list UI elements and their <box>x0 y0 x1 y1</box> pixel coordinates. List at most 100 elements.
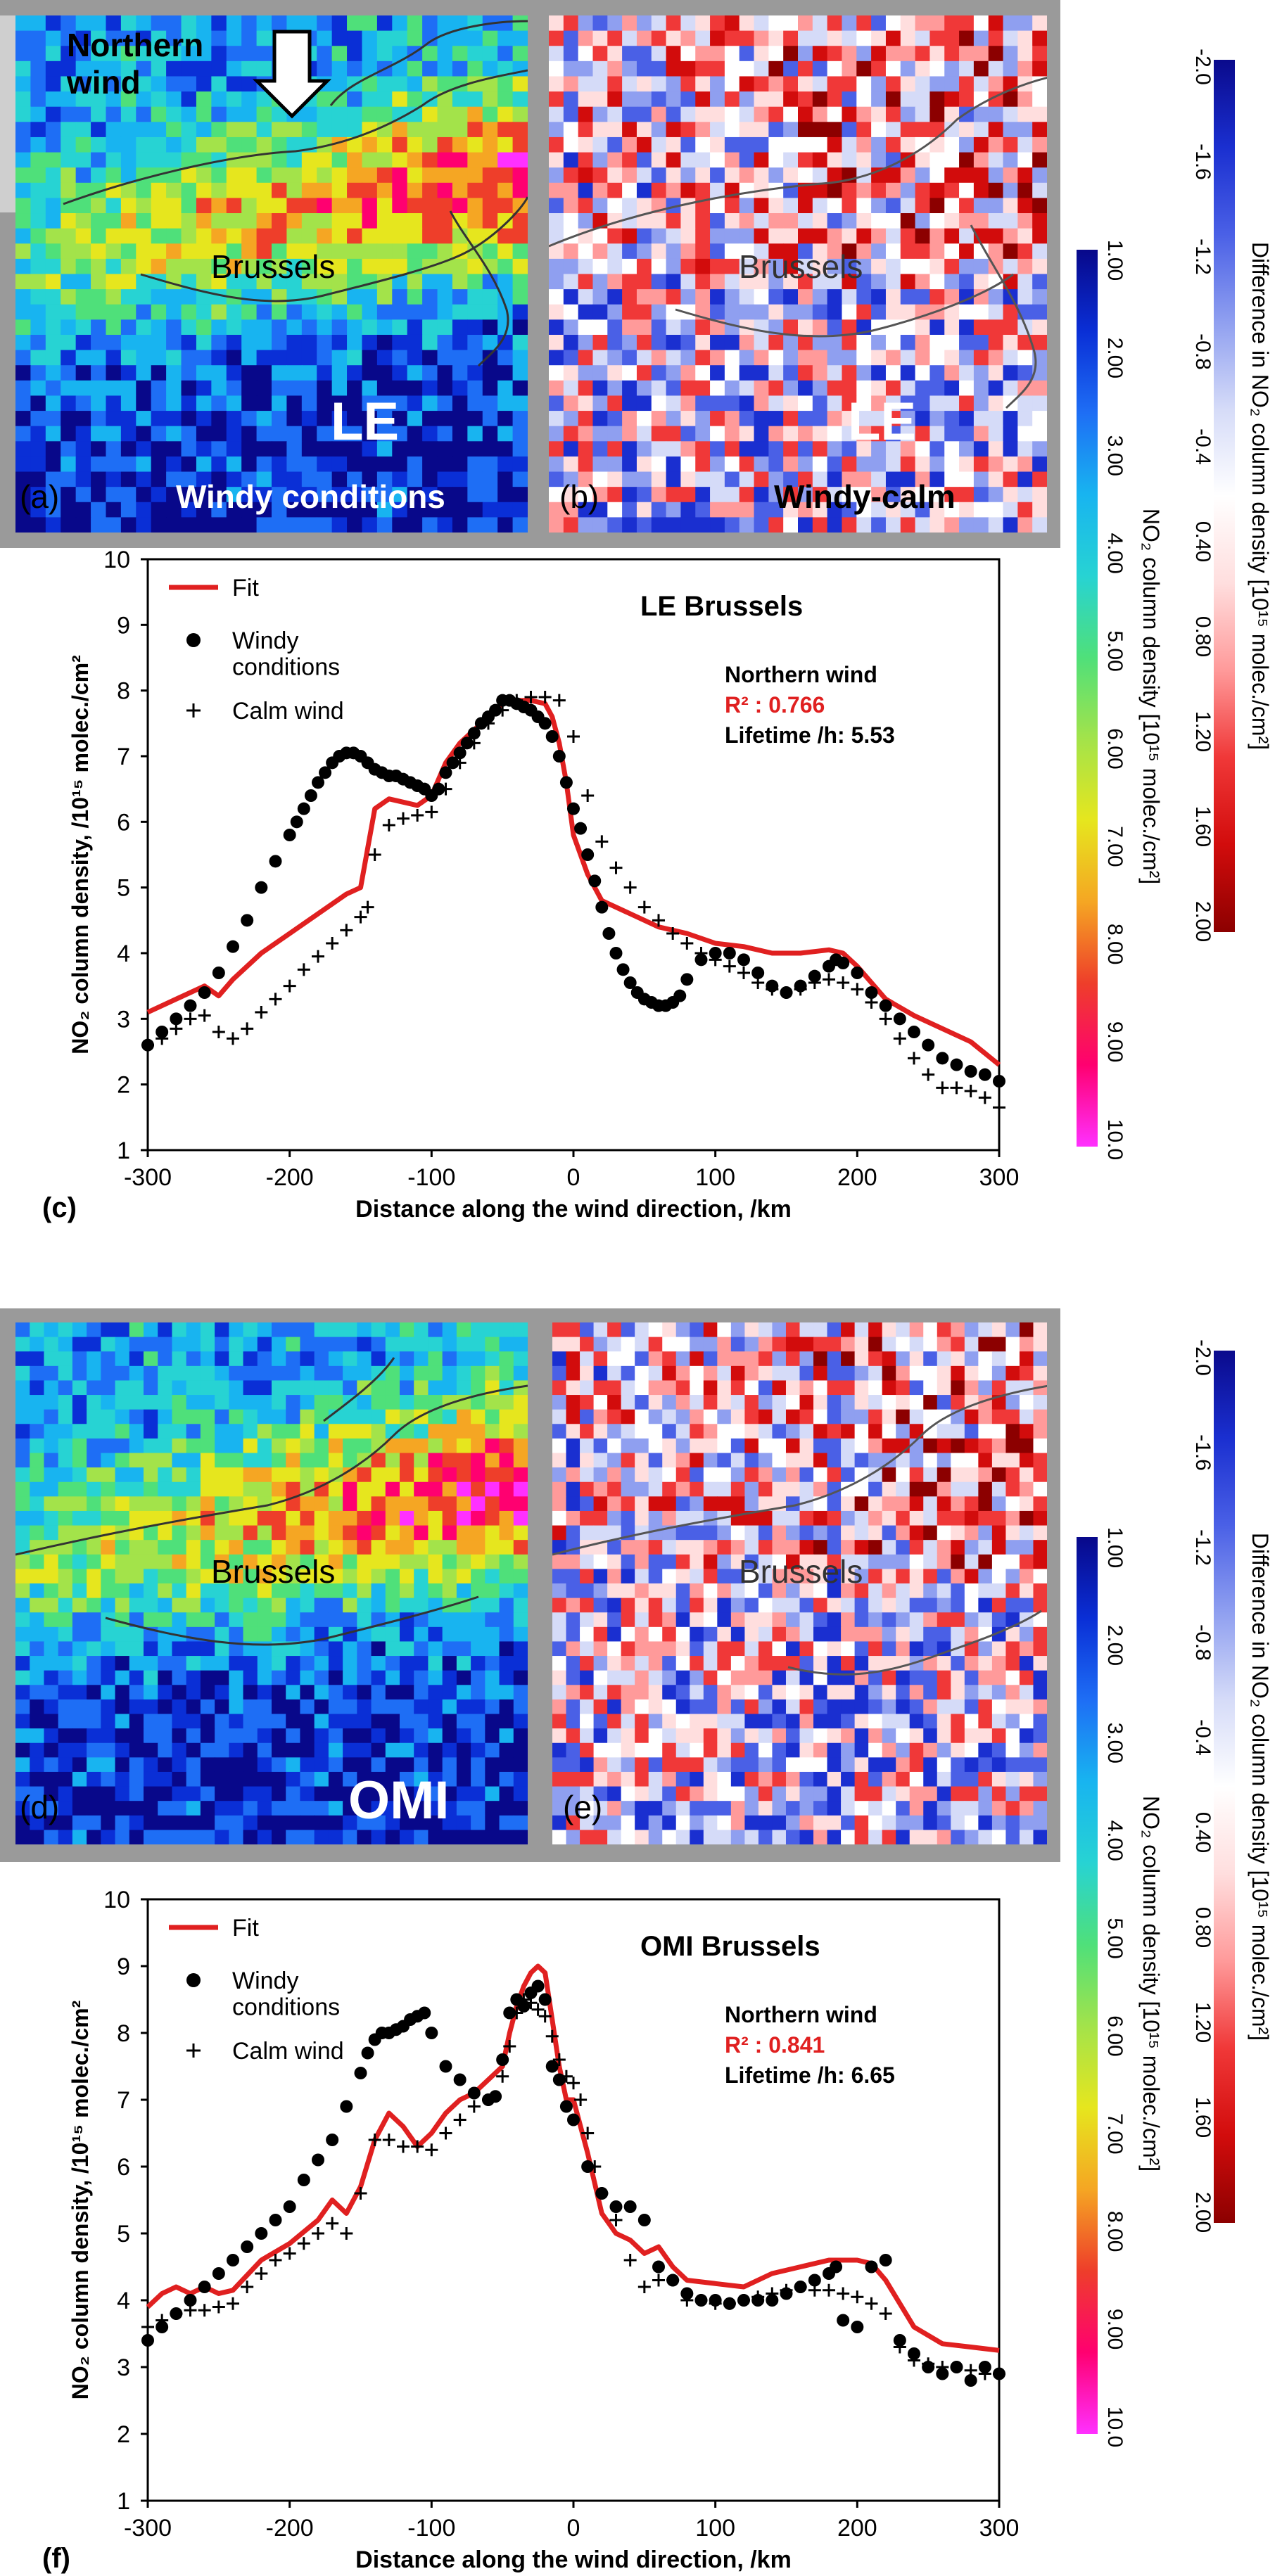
calm-point <box>283 2247 296 2260</box>
plot-area <box>146 1898 1001 2502</box>
colorbar-tick-label: -2.0 <box>1191 49 1214 85</box>
windy-point <box>156 1026 169 1038</box>
windy-point <box>198 986 211 999</box>
calm-point <box>184 2304 197 2317</box>
calm-point <box>241 1022 254 1035</box>
calm-point <box>255 2267 268 2280</box>
y-tick-label: 7 <box>117 2087 130 2114</box>
colorbar-tick-label: 1.60 <box>1191 2097 1214 2138</box>
model-label-le: LE <box>848 392 916 452</box>
windy-point <box>865 2260 878 2274</box>
legend: Fit Windy conditions Calm wind <box>169 575 344 725</box>
calm-point <box>823 973 835 986</box>
calm-point <box>156 2314 169 2327</box>
windy-point <box>354 2067 367 2079</box>
calm-point <box>751 2290 765 2304</box>
colorbar-tick-label: 1.00 <box>1103 240 1126 281</box>
windy-point <box>851 967 864 979</box>
calm-point <box>368 2134 381 2146</box>
no2-density-grid <box>15 15 528 533</box>
windy-point <box>340 2100 353 2113</box>
annotation-wind: Northern wind <box>725 662 877 687</box>
colorbar-tick-label: -0.8 <box>1191 1624 1214 1661</box>
map-panel-le-windy: Northern wind Brussels LE (a) Windy condi… <box>0 0 543 548</box>
calm-point <box>623 881 637 894</box>
calm-point <box>212 2300 225 2314</box>
windy-point <box>227 2254 239 2266</box>
panel-caption-windy-calm: Windy-calm <box>774 478 956 515</box>
calm-point <box>425 805 438 819</box>
colorbar-tick-label: -1.6 <box>1191 144 1214 180</box>
windy-point <box>908 1026 920 1038</box>
colorbar-tick-label: 2.00 <box>1103 1625 1126 1666</box>
windy-point <box>680 973 694 986</box>
calm-point <box>893 2340 906 2354</box>
calm-point <box>531 2003 545 2016</box>
colorbar-tick-label: 8.00 <box>1103 924 1126 964</box>
legend-swatch-windy <box>186 633 201 647</box>
colorbar-tick-label: 8.00 <box>1103 2211 1126 2252</box>
y-tick-label: 8 <box>117 2020 130 2047</box>
calm-point <box>567 730 580 743</box>
border-line <box>140 196 528 302</box>
colorbar-label: NO₂ column density [10¹⁵ molec./cm²] <box>1138 509 1164 884</box>
calm-point <box>382 2134 395 2146</box>
y-tick-label: 6 <box>117 2154 130 2181</box>
colorbar-tick-label: 9.00 <box>1103 1021 1126 1062</box>
colorbar-tick-label: 1.00 <box>1103 1527 1126 1568</box>
calm-point <box>993 1101 1005 1114</box>
windy-point <box>865 986 878 999</box>
calm-point <box>737 2294 750 2307</box>
windy-point <box>241 2240 254 2253</box>
calm-point <box>170 2307 183 2320</box>
windy-point <box>830 2260 843 2274</box>
calm-point <box>340 2227 353 2240</box>
panel-label-a: (a) <box>20 478 59 515</box>
series-dot <box>141 1979 1005 2387</box>
colorbar-tick-label: 6.00 <box>1103 2015 1126 2056</box>
colorbar-tick-label: -1.2 <box>1191 238 1214 275</box>
windy-point <box>588 874 602 888</box>
y-tick-label: 3 <box>117 2354 130 2381</box>
windy-point <box>312 2153 324 2167</box>
calm-point <box>517 1993 531 2006</box>
y-tick-label: 7 <box>117 744 130 770</box>
calm-point <box>993 2367 1005 2380</box>
windy-point <box>609 2200 623 2213</box>
windy-point <box>602 927 616 940</box>
colorbar-tick-label: -2.0 <box>1191 1339 1214 1376</box>
windy-point <box>851 2321 864 2333</box>
legend: Fit Windy conditions Calm wind <box>169 1915 344 2065</box>
calm-point <box>297 2237 310 2250</box>
calm-point <box>439 2127 452 2140</box>
colorbar-label: NO₂ column density [10¹⁵ molec./cm²] <box>1138 1796 1164 2172</box>
calm-point <box>382 819 395 831</box>
series-plus <box>141 691 1005 1114</box>
windy-point <box>637 2214 651 2226</box>
y-axis-label: NO₂ column density, /10¹⁵ molec./cm² <box>68 2001 93 2399</box>
windy-point <box>184 999 197 1012</box>
windy-point <box>198 2281 211 2293</box>
instrument-label-omi: OMI <box>348 1771 450 1830</box>
calm-point <box>524 1996 538 2010</box>
city-label-brussels: Brussels <box>739 248 863 285</box>
calm-point <box>694 2294 708 2307</box>
calm-point <box>467 737 481 750</box>
calm-point <box>503 2040 516 2053</box>
calm-point <box>439 782 452 796</box>
colorbar-tick-label: 7.00 <box>1103 2113 1126 2154</box>
windy-point <box>269 2214 282 2226</box>
windy-point <box>680 2287 694 2300</box>
plot-area <box>146 558 1001 1152</box>
windy-point <box>418 2006 431 2020</box>
border-line <box>323 1357 395 1422</box>
calm-point <box>680 2294 694 2307</box>
colorbar-tick-label: 0.80 <box>1191 1907 1214 1948</box>
windy-point <box>439 2060 452 2073</box>
windy-point <box>581 2160 595 2173</box>
border-line <box>449 210 509 367</box>
calm-point <box>510 694 523 707</box>
calm-point <box>865 2297 878 2310</box>
calm-point <box>879 1012 892 1026</box>
annotation-r2: R² : 0.841 <box>725 2032 825 2058</box>
